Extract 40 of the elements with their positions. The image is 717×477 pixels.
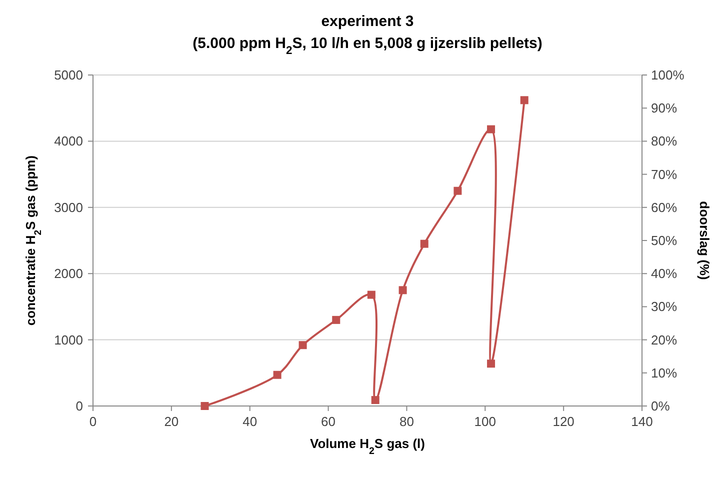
chart-title: experiment 3 (5.000 ppm H$_{2}$S, 10 l/h en 5,008 g ijzerslib pellets) (192, 13, 542, 57)
point (487, 125, 496, 134)
x-tick-label: 80 (399, 414, 414, 429)
x-axis-title: Volume H$_{2}$S gas (l) (310, 436, 426, 456)
y2-tick-label: 80% (651, 134, 678, 149)
y-tick-label: 2000 (54, 266, 83, 282)
point (420, 240, 428, 248)
y-tick-label: 4000 (54, 134, 83, 149)
y-tick-label: 0 (76, 398, 83, 414)
y-tick-label: 3000 (54, 200, 83, 215)
x-tick-label: 60 (321, 414, 336, 429)
y2-axis-title: doorslag (%) (697, 201, 712, 280)
y2-tick-label: 40% (651, 266, 678, 282)
point (371, 396, 380, 404)
y2-tick-label: 60% (651, 200, 678, 215)
point (487, 360, 496, 368)
y2-tick-label: 90% (651, 100, 678, 116)
point (332, 316, 340, 324)
y2-tick-label: 30% (651, 299, 678, 314)
y2-tick-label: 0% (651, 398, 670, 414)
y-tick-label: 5000 (54, 68, 83, 82)
x-tick-label: 120 (552, 414, 574, 429)
y2-tick-label: 10% (651, 365, 678, 380)
point (298, 341, 307, 350)
y2-tick-label: 100% (651, 68, 685, 82)
point (520, 96, 528, 104)
y2-tick-label: 70% (651, 166, 678, 182)
y2-tick-label: 20% (651, 332, 678, 348)
x-tick-label: 0 (89, 414, 97, 429)
x-tick-label: 140 (631, 414, 653, 429)
point (367, 290, 376, 299)
point (200, 402, 209, 410)
point (398, 286, 407, 294)
x-tick-label: 100 (474, 414, 496, 429)
x-tick-label: 40 (242, 414, 258, 429)
point (454, 186, 462, 195)
y-tick-label: 1000 (54, 332, 83, 348)
point (273, 370, 282, 379)
x-tick-label: 20 (164, 414, 179, 429)
y2-tick-label: 50% (651, 233, 678, 248)
